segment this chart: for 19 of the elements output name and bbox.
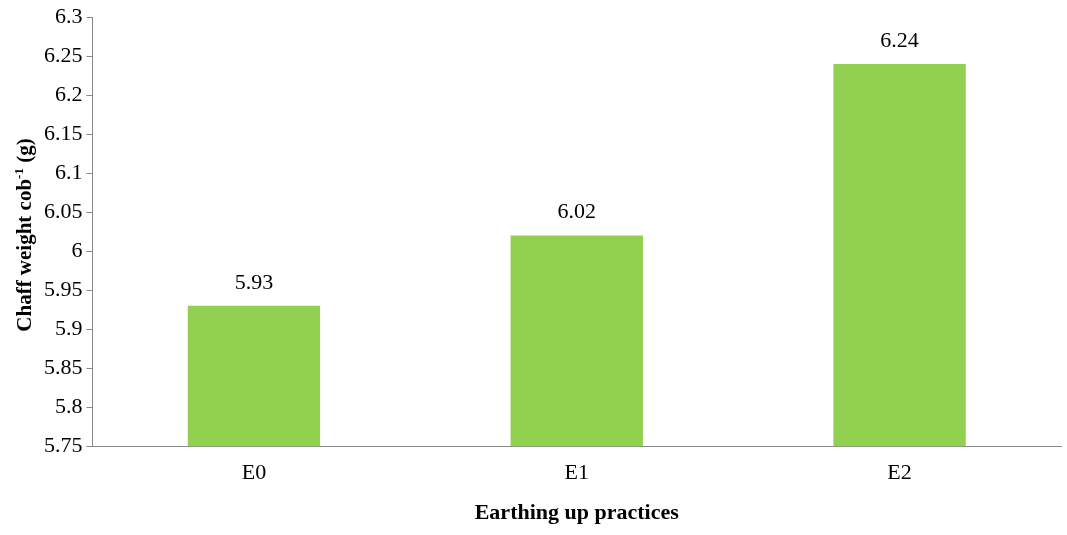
- y-tick-label: 6.15: [44, 119, 83, 145]
- x-axis-title: Earthing up practices: [474, 499, 680, 525]
- data-label: 6.24: [880, 26, 919, 52]
- x-tick-label: E1: [564, 459, 589, 485]
- y-tick-label: 6.3: [55, 2, 83, 28]
- y-tick-label: 6.1: [55, 158, 83, 184]
- y-tick-label: 5.75: [44, 431, 83, 457]
- y-tick-label: 5.95: [44, 275, 83, 301]
- y-tick-label: 5.9: [55, 314, 83, 340]
- data-label: 6.02: [557, 198, 596, 224]
- x-tick-label: E2: [887, 459, 912, 485]
- y-tick-label: 6.25: [44, 41, 83, 67]
- data-label: 5.93: [234, 268, 274, 294]
- x-tick-label: E0: [241, 459, 267, 485]
- y-tick-label: 5.8: [55, 392, 83, 418]
- y-tick-label: 5.85: [44, 353, 83, 379]
- y-tick-label: 6.05: [44, 197, 83, 223]
- y-tick-label: 6: [71, 236, 83, 262]
- y-tick-label: 6.2: [55, 80, 83, 106]
